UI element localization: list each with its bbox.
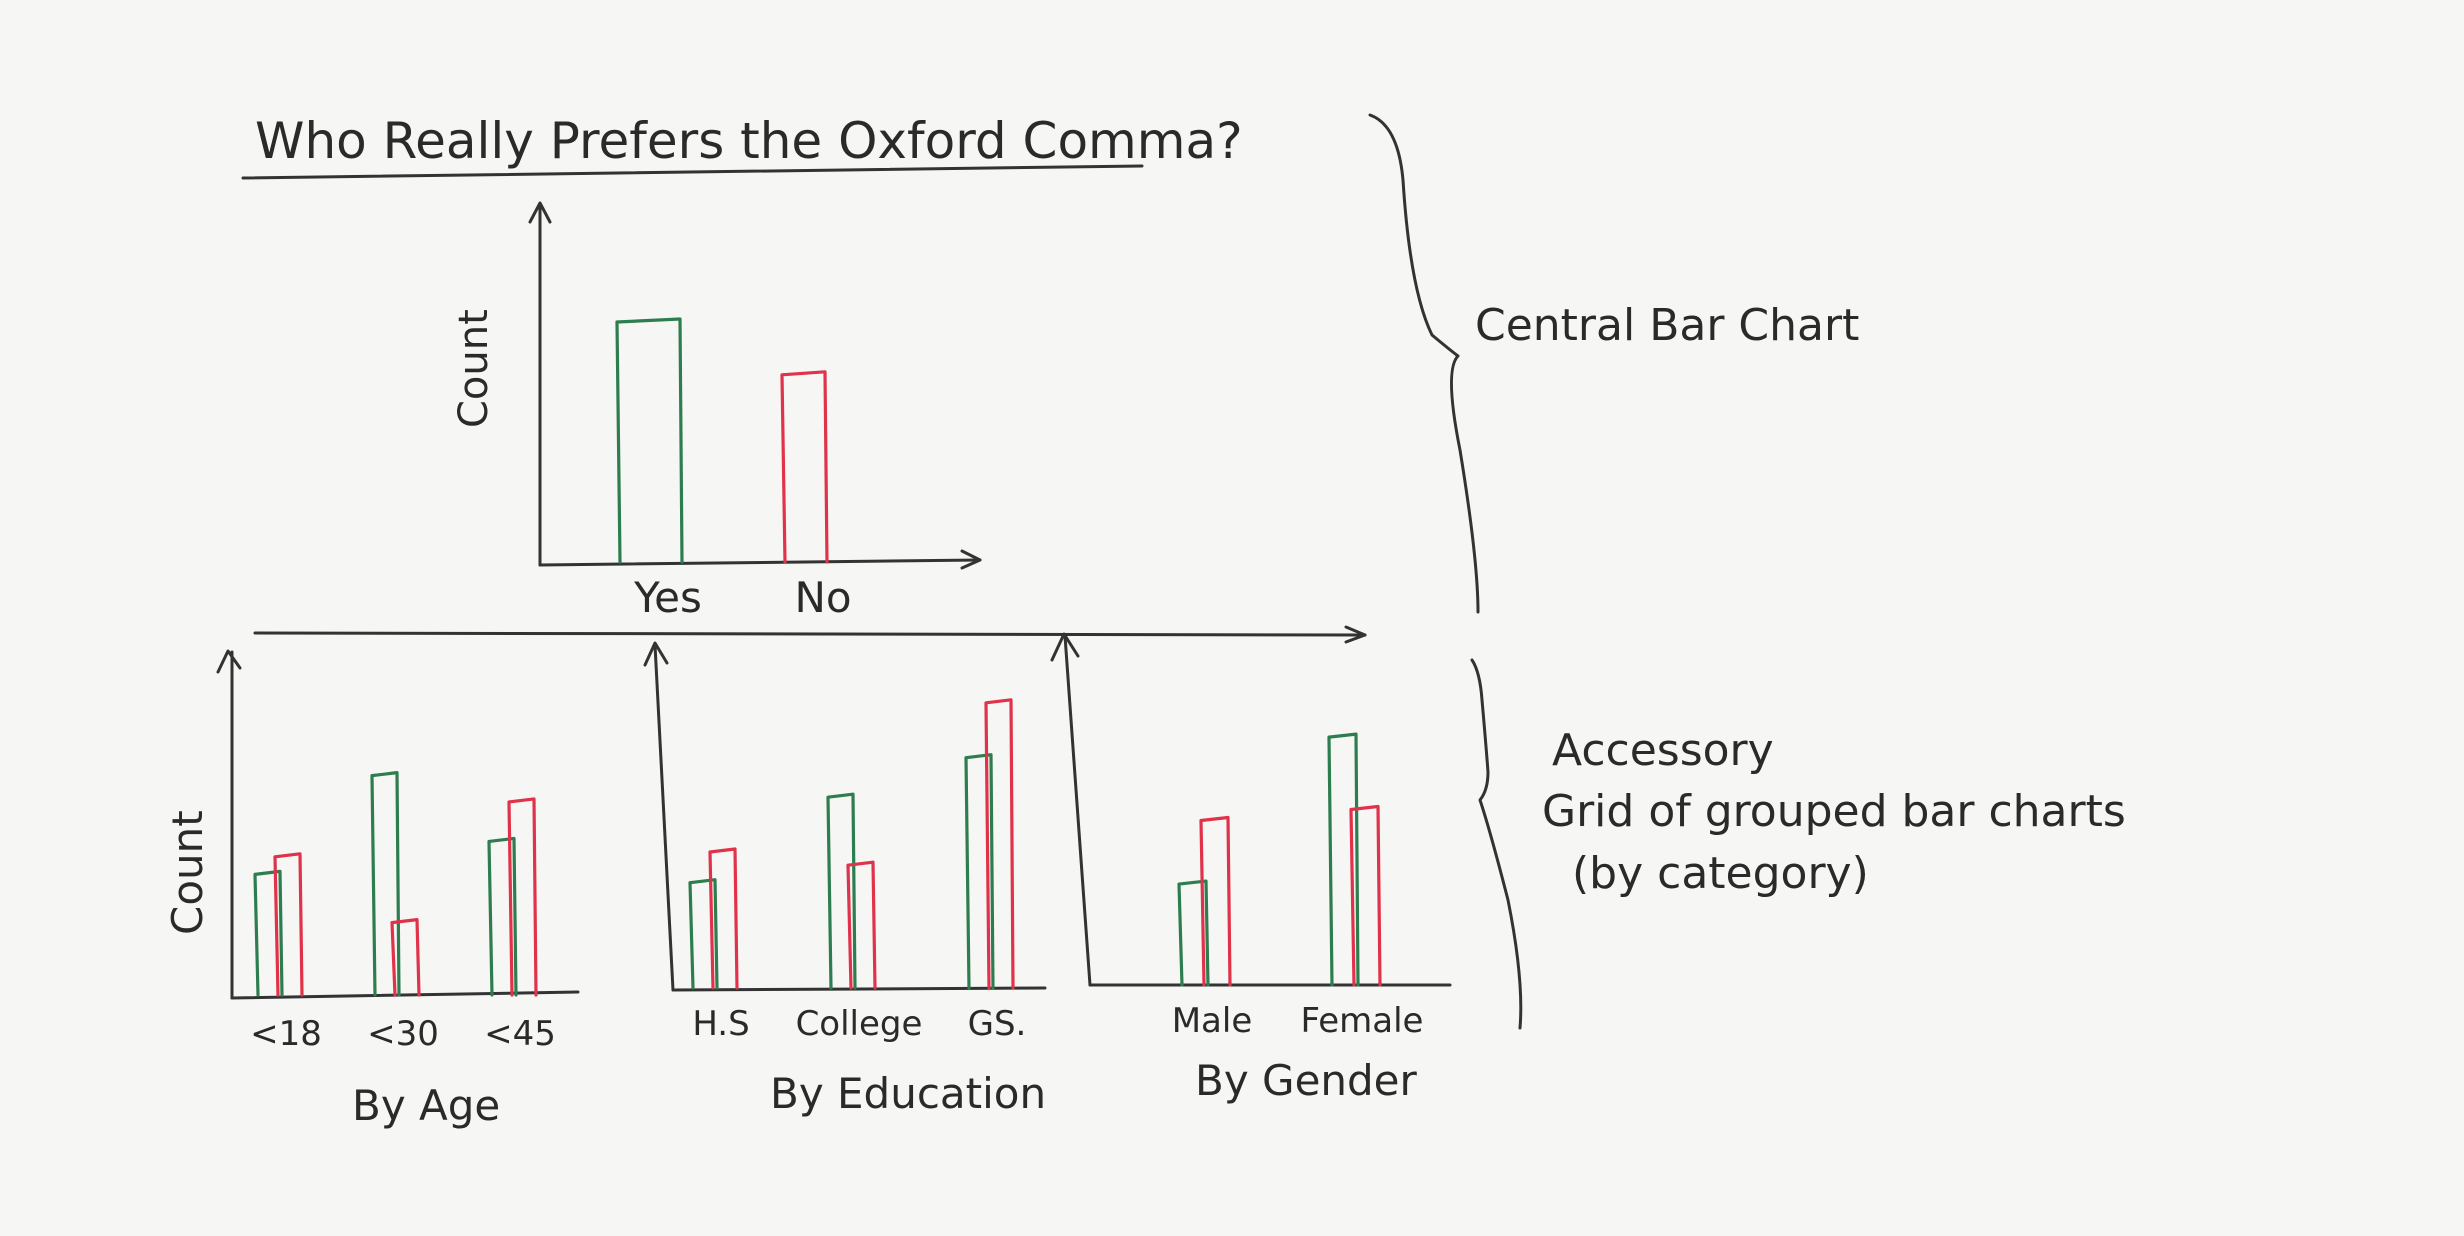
central-tick-yes: Yes — [633, 573, 702, 622]
gender-x-label: By Gender — [1195, 1056, 1418, 1105]
age-tick-0: <18 — [250, 1014, 322, 1054]
central-y-label: Count — [451, 309, 497, 428]
age-tick-1: <30 — [367, 1014, 439, 1054]
education-bar-1-no — [846, 860, 877, 990]
education-tick-1: College — [796, 1004, 923, 1044]
title-underline — [241, 164, 1144, 180]
age-bar-2-no — [507, 797, 538, 997]
education-bar-2-no — [984, 698, 1015, 990]
education-x-axis — [671, 986, 1047, 992]
age-bar-0-yes — [253, 869, 284, 997]
gender-tick-0: Male — [1172, 1001, 1253, 1041]
central-tick-labels: Yes No — [633, 573, 851, 622]
age-y-arrow — [216, 649, 242, 674]
divider-arrow-end — [1344, 625, 1367, 644]
annotation-accessory-3: (by category) — [1572, 848, 1869, 899]
gender-bar-0-yes — [1177, 879, 1210, 987]
education-y-arrow — [643, 641, 669, 667]
central-x-axis — [538, 558, 982, 567]
gender-bar-0-no — [1199, 815, 1232, 987]
central-bar-no — [780, 370, 829, 564]
gender-bar-1-yes — [1327, 732, 1360, 987]
annotation-central: Central Bar Chart — [1475, 300, 1859, 351]
central-bars — [615, 317, 829, 564]
age-bar-1-yes — [370, 771, 401, 997]
age-bar-0-no — [273, 852, 304, 997]
central-brace — [1368, 113, 1480, 614]
education-bar-1-yes — [826, 792, 857, 990]
gender-bar-1-no — [1349, 804, 1382, 987]
education-bars — [688, 698, 1015, 990]
education-bar-0-yes — [688, 878, 719, 990]
gender-bars — [1177, 732, 1382, 987]
age-bar-1-no — [390, 918, 421, 997]
age-bars — [253, 771, 538, 997]
central-x-arrow — [960, 549, 982, 570]
gender-tick-labels: Male Female — [1172, 1001, 1424, 1041]
age-y-label: Count — [163, 810, 212, 935]
education-tick-0: H.S — [692, 1004, 749, 1044]
education-tick-2: GS. — [968, 1004, 1027, 1044]
panel-by-age: Count <18 <30 <45 By Age — [163, 649, 580, 1130]
education-x-label: By Education — [770, 1069, 1046, 1118]
education-tick-labels: H.S College GS. — [692, 1004, 1026, 1044]
central-chart: Count Yes No — [451, 201, 982, 622]
gender-y-arrow — [1050, 632, 1080, 662]
annotation-accessory-1: Accessory — [1552, 725, 1774, 776]
central-tick-no: No — [794, 573, 851, 622]
gender-tick-1: Female — [1301, 1001, 1424, 1041]
age-tick-2: <45 — [484, 1014, 556, 1054]
annotation-accessory-2: Grid of grouped bar charts — [1542, 786, 2126, 837]
chart-title: Who Really Prefers the Oxford Comma? — [255, 112, 1243, 170]
panel-by-gender: Male Female By Gender — [1050, 632, 1452, 1105]
age-x-label: By Age — [352, 1081, 500, 1130]
accessory-brace — [1470, 658, 1523, 1030]
divider-line — [253, 631, 1367, 637]
central-bar-yes — [615, 317, 684, 564]
age-x-axis — [230, 990, 580, 1000]
age-tick-labels: <18 <30 <45 — [250, 1014, 556, 1054]
central-y-arrow — [528, 201, 552, 224]
gender-y-axis — [1063, 634, 1092, 987]
age-bar-2-yes — [487, 836, 518, 997]
education-bar-0-no — [708, 847, 739, 990]
education-bar-2-yes — [964, 753, 995, 990]
education-y-axis — [653, 643, 675, 992]
panel-by-education: H.S College GS. By Education — [643, 641, 1047, 1118]
